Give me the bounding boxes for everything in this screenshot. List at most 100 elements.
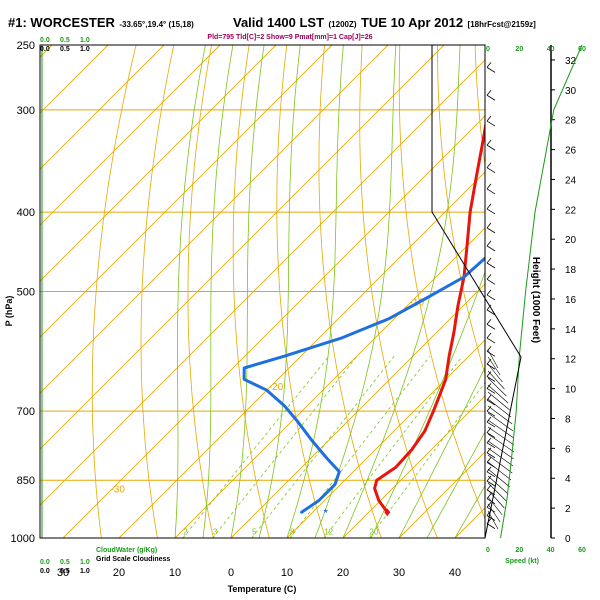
isotherm-line xyxy=(40,45,389,394)
moist-adiabat xyxy=(342,45,461,538)
station-title: #1: WORCESTER xyxy=(8,15,115,30)
temp-tick-label: 30 xyxy=(57,567,69,579)
pressure-tick-label: 500 xyxy=(17,287,35,299)
mixing-ratio-line xyxy=(323,356,463,538)
wind-barb-flag xyxy=(486,466,492,473)
height-tick-label: 18 xyxy=(565,265,577,276)
temp-tick-label: 10 xyxy=(281,567,293,579)
pressure-tick-label: 300 xyxy=(17,105,35,117)
temp-tick-label: 10 xyxy=(169,567,181,579)
wind-barb-shaft xyxy=(486,188,496,195)
speed-tick-top: 20 xyxy=(515,46,523,53)
height-tick-label: 28 xyxy=(565,116,577,127)
cloud-scale-tick: 1.0 xyxy=(80,37,90,44)
wind-fan-line xyxy=(487,370,505,390)
grid-cloud-tick: 0.0 xyxy=(40,46,50,53)
height-tick-label: 26 xyxy=(565,146,577,157)
wind-barb-flag xyxy=(486,371,492,377)
moist-adiabat xyxy=(398,366,485,538)
wind-barb-flag xyxy=(486,240,492,247)
height-tick-label: 4 xyxy=(565,474,571,485)
dry-adiabat xyxy=(318,45,382,538)
temp-tick-label: 20 xyxy=(337,567,349,579)
moist-adiabat xyxy=(230,45,265,538)
wind-fan-line xyxy=(487,412,514,432)
temp-tick-label: 0 xyxy=(228,567,234,579)
mixing-ratio-label: 20 xyxy=(369,528,378,537)
pressure-tick-label: 400 xyxy=(17,207,35,219)
wind-barb-flag xyxy=(486,447,492,454)
wind-barb-flag xyxy=(486,501,492,508)
wind-barb-flag xyxy=(486,183,492,190)
dry-adiabat xyxy=(187,45,214,538)
wind-fan-line xyxy=(487,447,514,467)
wind-barb-shaft xyxy=(486,480,496,487)
valid-time: Valid 1400 LST xyxy=(233,15,325,30)
cloudwater-label: CloudWater (g/Kg) xyxy=(96,547,157,554)
wind-barb-shaft xyxy=(486,363,496,370)
grid-cloud-tick: 1.0 xyxy=(80,46,90,53)
mixing-ratio-line xyxy=(182,356,330,538)
moist-adiabat xyxy=(202,45,234,538)
isotherm-line xyxy=(40,45,445,450)
height-tick-label: 16 xyxy=(565,295,577,306)
wind-barb-shaft xyxy=(486,432,496,438)
dry-adiabat xyxy=(232,45,270,538)
wind-barb-flag xyxy=(486,394,492,401)
wind-barb-flag xyxy=(486,304,492,311)
isotherm-label: -30 xyxy=(110,485,125,496)
isotherm-line xyxy=(40,45,277,282)
dry-adiabat xyxy=(437,45,485,376)
height-tick-label: 0 xyxy=(565,534,571,545)
wind-fan-line xyxy=(487,475,509,495)
cloud-scale-tick: 0.0 xyxy=(40,37,50,44)
wind-barb-flag xyxy=(486,289,492,296)
wind-barb-flag xyxy=(486,162,492,168)
wind-barb-shaft xyxy=(486,421,496,428)
wind-barb-flag xyxy=(486,257,492,264)
dry-adiabat xyxy=(140,45,175,538)
wind-barb-shaft xyxy=(486,94,496,101)
speed-profile-line xyxy=(500,44,583,539)
wind-barb-flag xyxy=(486,405,492,412)
height-tick-label: 6 xyxy=(565,444,571,455)
wind-barb-shaft xyxy=(486,442,496,449)
wind-fan-line xyxy=(487,440,514,460)
speed-tick-bottom: 20 xyxy=(515,547,523,554)
mixing-ratio-label: 2 xyxy=(183,528,188,537)
wind-barb-flag xyxy=(486,89,492,96)
wind-barb-flag xyxy=(486,274,492,280)
isotherm-line xyxy=(511,45,600,538)
wind-barb-shaft xyxy=(486,323,496,330)
moist-adiabat xyxy=(286,45,344,538)
speed-tick-bottom: 40 xyxy=(547,547,555,554)
mixing-ratio-line xyxy=(289,356,431,538)
wind-fan-line xyxy=(487,356,501,376)
grid-cloud-tick: 0.5 xyxy=(60,568,70,575)
temp-tick-label: 40 xyxy=(449,567,461,579)
wind-barb-shaft xyxy=(486,376,496,382)
valid-row: Valid 1400 LST (1200Z) TUE 10 Apr 2012 [… xyxy=(233,14,536,32)
cloud-scale-tick: 1.0 xyxy=(80,559,90,566)
pressure-tick-label: 700 xyxy=(17,406,35,418)
isotherm-line xyxy=(174,227,485,538)
sounding-series: * xyxy=(242,120,485,519)
wind-barb-shaft xyxy=(486,399,496,406)
height-tick-label: 20 xyxy=(565,235,577,246)
moist-adiabat xyxy=(258,45,301,538)
isotherm-line xyxy=(40,59,485,506)
wind-fan-line xyxy=(487,349,499,369)
temp-tick-label: 20 xyxy=(113,567,125,579)
mixing-ratio-label: 5 xyxy=(252,528,257,537)
wind-barb-flag xyxy=(486,346,492,352)
pressure-tick-label: 1000 xyxy=(11,533,35,545)
wind-barb-shaft xyxy=(486,337,496,344)
forecast-info: [18hrFcst@2159z] xyxy=(467,20,536,29)
wind-barb-shaft xyxy=(486,350,496,357)
wind-barb-shaft xyxy=(486,523,496,529)
height-tick-label: 10 xyxy=(565,385,577,396)
height-tick-label: 24 xyxy=(565,175,577,186)
wind-fan-line xyxy=(487,377,507,397)
